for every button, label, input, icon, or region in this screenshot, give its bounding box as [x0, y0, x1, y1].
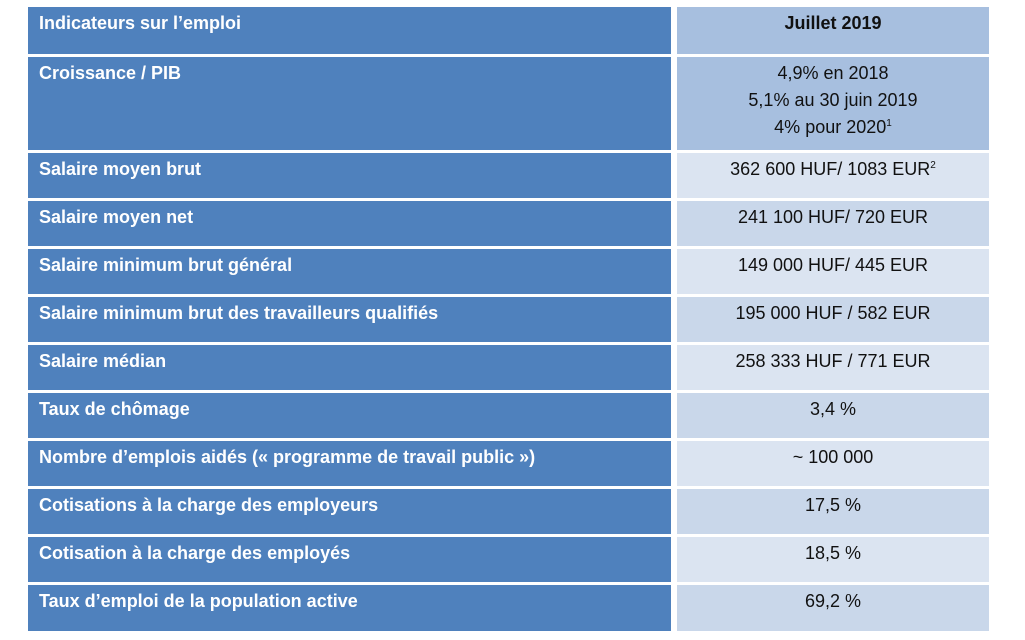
row-value-cell: 3,4 %: [677, 393, 989, 441]
table-row: Cotisation à la charge des employés 18,5…: [28, 537, 989, 585]
row-value-cell: 195 000 HUF / 582 EUR: [677, 297, 989, 345]
growth-label-cell: Croissance / PIB: [28, 57, 677, 153]
table-row: Cotisations à la charge des employeurs 1…: [28, 489, 989, 537]
growth-line-2020: 4% pour 20201: [677, 114, 989, 141]
row-label-cell: Taux de chômage: [28, 393, 677, 441]
row-value-cell: 258 333 HUF / 771 EUR: [677, 345, 989, 393]
row-label-cell: Salaire minimum brut des travailleurs qu…: [28, 297, 677, 345]
footnote-marker-1: 1: [886, 118, 892, 129]
table-row: Taux de chômage 3,4 %: [28, 393, 989, 441]
table-row: Salaire médian 258 333 HUF / 771 EUR: [28, 345, 989, 393]
row-label-cell: Cotisation à la charge des employés: [28, 537, 677, 585]
row-label-cell: Taux d’emploi de la population active: [28, 585, 677, 631]
table-row: Salaire moyen net 241 100 HUF/ 720 EUR: [28, 201, 989, 249]
row-value-cell: 17,5 %: [677, 489, 989, 537]
row-label-cell: Nombre d’emplois aidés (« programme de t…: [28, 441, 677, 489]
table-row: Salaire minimum brut des travailleurs qu…: [28, 297, 989, 345]
row-label-cell: Salaire moyen net: [28, 201, 677, 249]
header-value-cell: Juillet 2019: [677, 7, 989, 57]
employment-indicators-table: Indicateurs sur l’emploi Juillet 2019 Cr…: [28, 7, 989, 631]
table-row: Salaire minimum brut général 149 000 HUF…: [28, 249, 989, 297]
row-value-cell: 69,2 %: [677, 585, 989, 631]
growth-line-2019: 5,1% au 30 juin 2019: [748, 90, 918, 110]
row-value-cell: ~ 100 000: [677, 441, 989, 489]
row-value-cell: 362 600 HUF/ 1083 EUR2: [677, 153, 989, 201]
row-value-text: 362 600 HUF/ 1083 EUR: [730, 159, 931, 179]
row-label-cell: Cotisations à la charge des employeurs: [28, 489, 677, 537]
table-row: Taux d’emploi de la population active 69…: [28, 585, 989, 631]
row-value-cell: 149 000 HUF/ 445 EUR: [677, 249, 989, 297]
row-value-cell: 241 100 HUF/ 720 EUR: [677, 201, 989, 249]
row-label-cell: Salaire minimum brut général: [28, 249, 677, 297]
growth-line-2018: 4,9% en 2018: [777, 63, 889, 83]
footnote-marker-2: 2: [930, 160, 936, 171]
row-label-cell: Salaire moyen brut: [28, 153, 677, 201]
table-header-row: Indicateurs sur l’emploi Juillet 2019: [28, 7, 989, 57]
table-row: Salaire moyen brut 362 600 HUF/ 1083 EUR…: [28, 153, 989, 201]
employment-indicators-table-wrapper: Indicateurs sur l’emploi Juillet 2019 Cr…: [28, 7, 989, 631]
row-label-cell: Salaire médian: [28, 345, 677, 393]
header-label-cell: Indicateurs sur l’emploi: [28, 7, 677, 57]
table-row-growth: Croissance / PIB 4,9% en 2018 5,1% au 30…: [28, 57, 989, 153]
growth-line-2020-text: 4% pour 2020: [774, 117, 887, 137]
table-row: Nombre d’emplois aidés (« programme de t…: [28, 441, 989, 489]
growth-value-cell: 4,9% en 2018 5,1% au 30 juin 2019 4% pou…: [677, 57, 989, 153]
row-value-cell: 18,5 %: [677, 537, 989, 585]
